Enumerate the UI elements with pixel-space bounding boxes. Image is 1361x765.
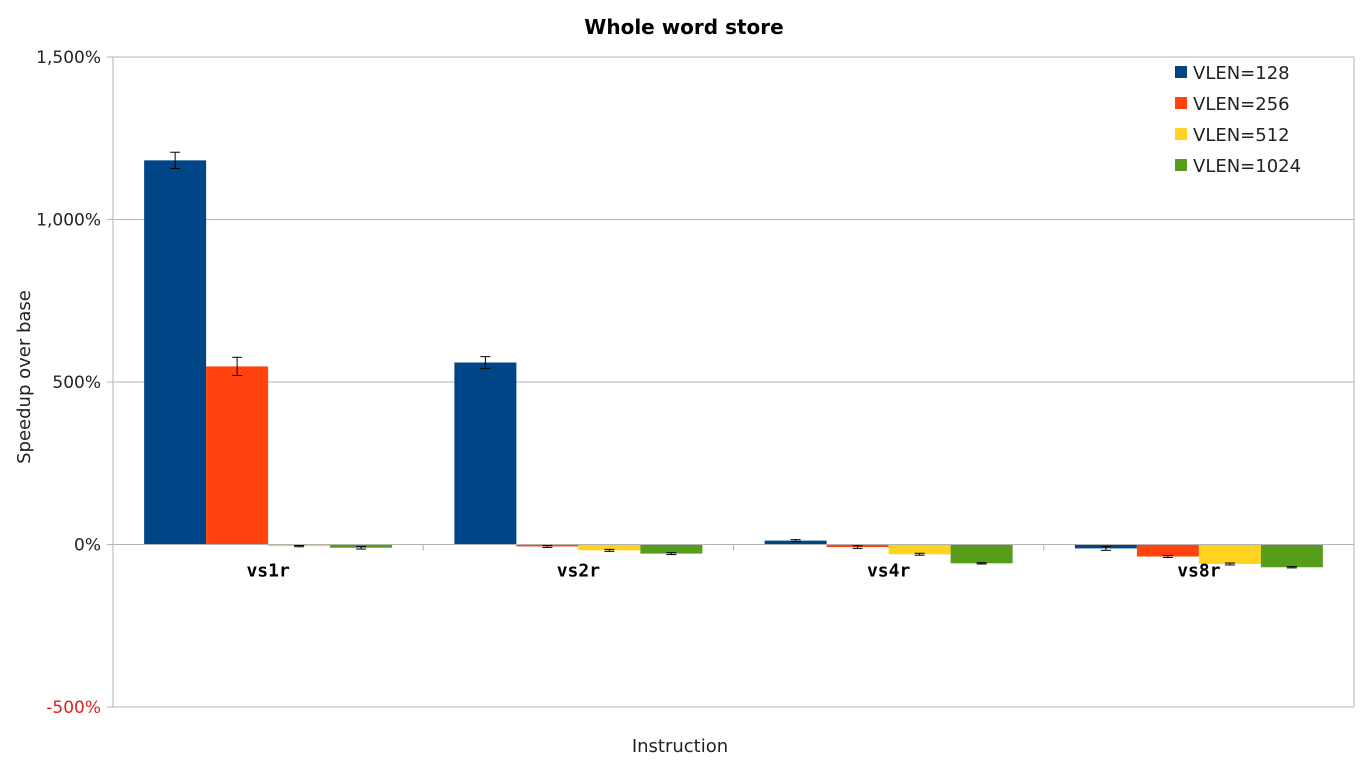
bar-vs4r-vlen-128	[764, 540, 827, 545]
bar-vs2r-vlen-512	[578, 544, 641, 551]
legend-swatch	[1175, 159, 1187, 171]
error-bar	[356, 545, 367, 550]
bar-vs4r-vlen-1024	[950, 544, 1013, 564]
error-bar	[1224, 562, 1235, 566]
x-tick-label: vs8r	[1177, 561, 1221, 582]
x-tick-label: vs1r	[246, 561, 290, 582]
error-bar	[604, 548, 615, 552]
legend-item: VLEN=1024	[1175, 156, 1301, 177]
legend-label: VLEN=256	[1193, 94, 1290, 115]
error-bar	[976, 562, 987, 565]
bar-vs1r-vlen-128	[144, 160, 207, 545]
error-bar	[914, 552, 925, 556]
error-bar	[294, 544, 305, 548]
legend-item: VLEN=256	[1175, 94, 1290, 115]
bar-vs8r-vlen-512	[1198, 544, 1261, 564]
legend-item: VLEN=128	[1175, 63, 1290, 84]
bar-vs2r-vlen-128	[454, 362, 517, 545]
legend-swatch	[1175, 97, 1187, 109]
error-bar	[852, 545, 863, 549]
error-bar	[666, 552, 677, 556]
grid	[113, 56, 1354, 708]
error-bar	[790, 539, 801, 543]
y-tick-label: -500%	[46, 698, 101, 718]
legend-swatch	[1175, 128, 1187, 140]
y-tick-label: 500%	[52, 373, 101, 393]
x-tick-label: vs4r	[867, 561, 911, 582]
error-bar	[170, 151, 181, 169]
error-bar	[542, 544, 553, 548]
y-tick-label: 1,500%	[36, 48, 101, 68]
error-bar	[1286, 566, 1297, 569]
bar-vs8r-vlen-1024	[1260, 544, 1323, 568]
error-bar	[1162, 555, 1173, 558]
legend-swatch	[1175, 66, 1187, 78]
legend-label: VLEN=512	[1193, 125, 1290, 146]
y-tick-label: 1,000%	[36, 211, 101, 231]
error-bar	[480, 356, 491, 369]
bar-vs8r-vlen-256	[1136, 544, 1199, 557]
y-tick-label: 0%	[74, 536, 101, 556]
x-axis-title: Instruction	[632, 736, 728, 757]
error-bar	[232, 356, 243, 376]
legend-item: VLEN=512	[1175, 125, 1290, 146]
chart-title: Whole word store	[584, 15, 783, 39]
bars	[144, 151, 1323, 569]
error-bar	[1100, 545, 1111, 551]
bar-vs2r-vlen-1024	[640, 544, 703, 554]
axes: -500% 0% 500% 1,000% 1,500% vs1r vs2r vs4r vs8r	[36, 48, 1355, 718]
bar-vs4r-vlen-512	[888, 544, 951, 555]
legend: VLEN=128 VLEN=256 VLEN=512 VLEN=1024	[1175, 63, 1301, 177]
legend-label: VLEN=1024	[1193, 156, 1301, 177]
y-axis-title: Speedup over base	[14, 290, 35, 464]
x-tick-label: vs2r	[557, 561, 601, 582]
bar-vs1r-vlen-256	[206, 366, 269, 545]
legend-label: VLEN=128	[1193, 63, 1290, 84]
